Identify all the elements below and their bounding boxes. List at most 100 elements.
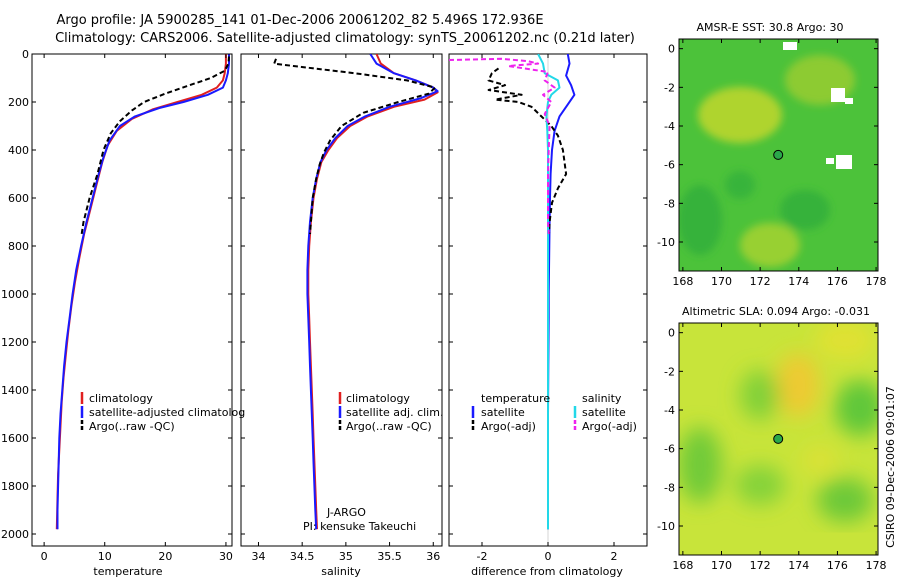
y-tick-label: -8 bbox=[664, 197, 675, 210]
x-tick-label: -2 bbox=[477, 550, 488, 563]
sla-low-patch bbox=[835, 380, 878, 436]
sla-low-patch bbox=[679, 427, 722, 503]
sla-high-patch bbox=[776, 353, 820, 417]
salinity-xlabel: salinity bbox=[321, 565, 361, 578]
x-tick-label: 36 bbox=[426, 550, 440, 563]
series-line-satellite-adjusted-climatolog bbox=[56, 54, 230, 530]
sla-high-patch bbox=[802, 446, 838, 474]
y-tick-label: 600 bbox=[8, 192, 29, 205]
sla-map-axis-ticks: 168 170 172 174 176 178 0 -2 -4 -6 -8 -10 bbox=[657, 323, 887, 572]
difference-xlabel: difference from climatology bbox=[471, 565, 623, 578]
y-tick-label: 1800 bbox=[1, 480, 29, 493]
salinity-axes-frame bbox=[240, 53, 443, 547]
sla-map-title: Altimetric SLA: 0.094 Argo: -0.031 bbox=[682, 305, 870, 318]
series-line-argo-raw-qc bbox=[273, 58, 436, 235]
difference-series-group bbox=[449, 54, 576, 546]
sla-map-frame bbox=[678, 322, 879, 556]
salinity-series-group bbox=[273, 54, 439, 530]
argo-float-location-marker bbox=[773, 149, 784, 160]
salinity-panel: 34 34.5 35 35.5 36 salinity climatology sate… bbox=[240, 53, 443, 578]
y-tick-label: 0 bbox=[668, 43, 675, 56]
y-tick-label: -4 bbox=[664, 404, 675, 417]
sst-map-axis-ticks: 168 170 172 174 176 178 0 -2 -4 -6 -8 -10 bbox=[657, 39, 887, 288]
sst-cool-patch bbox=[679, 185, 722, 255]
x-tick-label: 34.5 bbox=[290, 550, 315, 563]
x-tick-label: 178 bbox=[866, 275, 887, 288]
x-tick-label: 172 bbox=[750, 275, 771, 288]
sst-warm-patch bbox=[740, 223, 800, 267]
y-tick-label: 0 bbox=[668, 327, 675, 340]
sst-missing-data bbox=[826, 158, 834, 164]
x-tick-label: 0 bbox=[545, 550, 552, 563]
x-tick-label: 168 bbox=[672, 559, 693, 572]
sla-map-patches bbox=[679, 323, 878, 522]
y-tick-label: -10 bbox=[657, 236, 675, 249]
temperature-legend: climatology satellite-adjusted climatolo… bbox=[80, 392, 245, 433]
series-line-temperature-satellite bbox=[547, 54, 576, 530]
legend-argo-label: Argo(..raw -QC) bbox=[89, 420, 175, 433]
sst-missing-data bbox=[836, 155, 852, 169]
csiro-timestamp: CSIRO 09-Dec-2006 09:01:07 bbox=[884, 386, 897, 548]
y-tick-label: 0 bbox=[22, 48, 29, 61]
legend-satellite-label: satellite adj. clim. bbox=[346, 406, 443, 419]
temperature-series-group bbox=[55, 54, 230, 530]
sla-low-patch bbox=[817, 478, 873, 522]
x-tick-label: 168 bbox=[672, 275, 693, 288]
y-tick-label: -6 bbox=[664, 443, 675, 456]
legend-temp-argo-label: Argo(-adj) bbox=[481, 420, 536, 433]
difference-axis-ticks: -2 0 2 bbox=[449, 53, 647, 563]
legend-climatology-label: climatology bbox=[346, 392, 410, 405]
y-tick-label: 400 bbox=[8, 144, 29, 157]
series-line-temperature-argo-adj bbox=[487, 67, 568, 235]
x-tick-label: 35 bbox=[339, 550, 353, 563]
x-tick-label: 172 bbox=[750, 559, 771, 572]
legend-climatology-label: climatology bbox=[89, 392, 153, 405]
y-tick-label: -4 bbox=[664, 120, 675, 133]
temperature-axis-ticks: 0 10 20 30 0 200 400 600 800 1000 1200 1400 1600 1800… bbox=[1, 48, 233, 563]
temperature-axes-frame bbox=[31, 53, 233, 547]
x-tick-label: 174 bbox=[788, 275, 809, 288]
x-tick-label: 174 bbox=[788, 559, 809, 572]
x-tick-label: 30 bbox=[219, 550, 233, 563]
sst-missing-data bbox=[831, 88, 845, 102]
y-tick-label: 1200 bbox=[1, 336, 29, 349]
y-tick-label: -6 bbox=[664, 159, 675, 172]
figure-title-line1: Argo profile: JA 5900285_141 01-Dec-2006… bbox=[56, 13, 543, 28]
salinity-axis-ticks: 34 34.5 35 35.5 36 bbox=[241, 53, 442, 563]
legend-temperature-title: temperature bbox=[481, 392, 550, 405]
x-tick-label: 35.5 bbox=[377, 550, 402, 563]
y-tick-label: 1600 bbox=[1, 432, 29, 445]
x-tick-label: 176 bbox=[827, 559, 848, 572]
y-tick-label: -8 bbox=[664, 481, 675, 494]
sla-map-panel: Altimetric SLA: 0.094 Argo: -0.031 168 17… bbox=[657, 305, 897, 572]
sla-low-patch bbox=[735, 465, 785, 505]
y-tick-label: 2000 bbox=[1, 528, 29, 541]
x-tick-label: 170 bbox=[711, 275, 732, 288]
sst-map-panel: AMSR-E SST: 30.8 Argo: 30 168 170 172 174 17… bbox=[657, 21, 887, 288]
x-tick-label: 178 bbox=[866, 559, 887, 572]
sst-missing-data bbox=[845, 98, 853, 104]
y-tick-label: 1000 bbox=[1, 288, 29, 301]
x-tick-label: 0 bbox=[41, 550, 48, 563]
legend-sal-argo-label: Argo(-adj) bbox=[582, 420, 637, 433]
x-tick-label: 20 bbox=[158, 550, 172, 563]
series-line-climatology bbox=[307, 54, 439, 530]
sst-missing-data bbox=[783, 42, 797, 50]
series-line-satellite-adj-clim bbox=[306, 54, 439, 530]
legend-sal-satellite-label: satellite bbox=[582, 406, 626, 419]
series-line-climatology bbox=[55, 54, 227, 530]
credit-pi: PI: kensuke Takeuchi bbox=[303, 520, 416, 533]
sst-map-frame bbox=[678, 38, 879, 272]
x-tick-label: 34 bbox=[251, 550, 265, 563]
legend-satellite-label: satellite-adjusted climatolog bbox=[89, 406, 245, 419]
difference-legend: temperature satellite Argo(-adj) salinit… bbox=[471, 392, 637, 433]
sst-cool-patch bbox=[725, 171, 755, 199]
legend-salinity-title: salinity bbox=[582, 392, 622, 405]
series-line-salinity-satellite bbox=[537, 54, 561, 530]
difference-panel: -2 0 2 difference from climatology tempera… bbox=[448, 53, 648, 578]
credit-agency: J-ARGO bbox=[326, 506, 366, 519]
temperature-panel: 0 10 20 30 0 200 400 600 800 1000 1200 1400 1600 1800… bbox=[1, 48, 245, 578]
sla-high-patch bbox=[815, 323, 875, 360]
figure-title-line2: Climatology: CARS2006. Satellite-adjuste… bbox=[55, 31, 635, 46]
